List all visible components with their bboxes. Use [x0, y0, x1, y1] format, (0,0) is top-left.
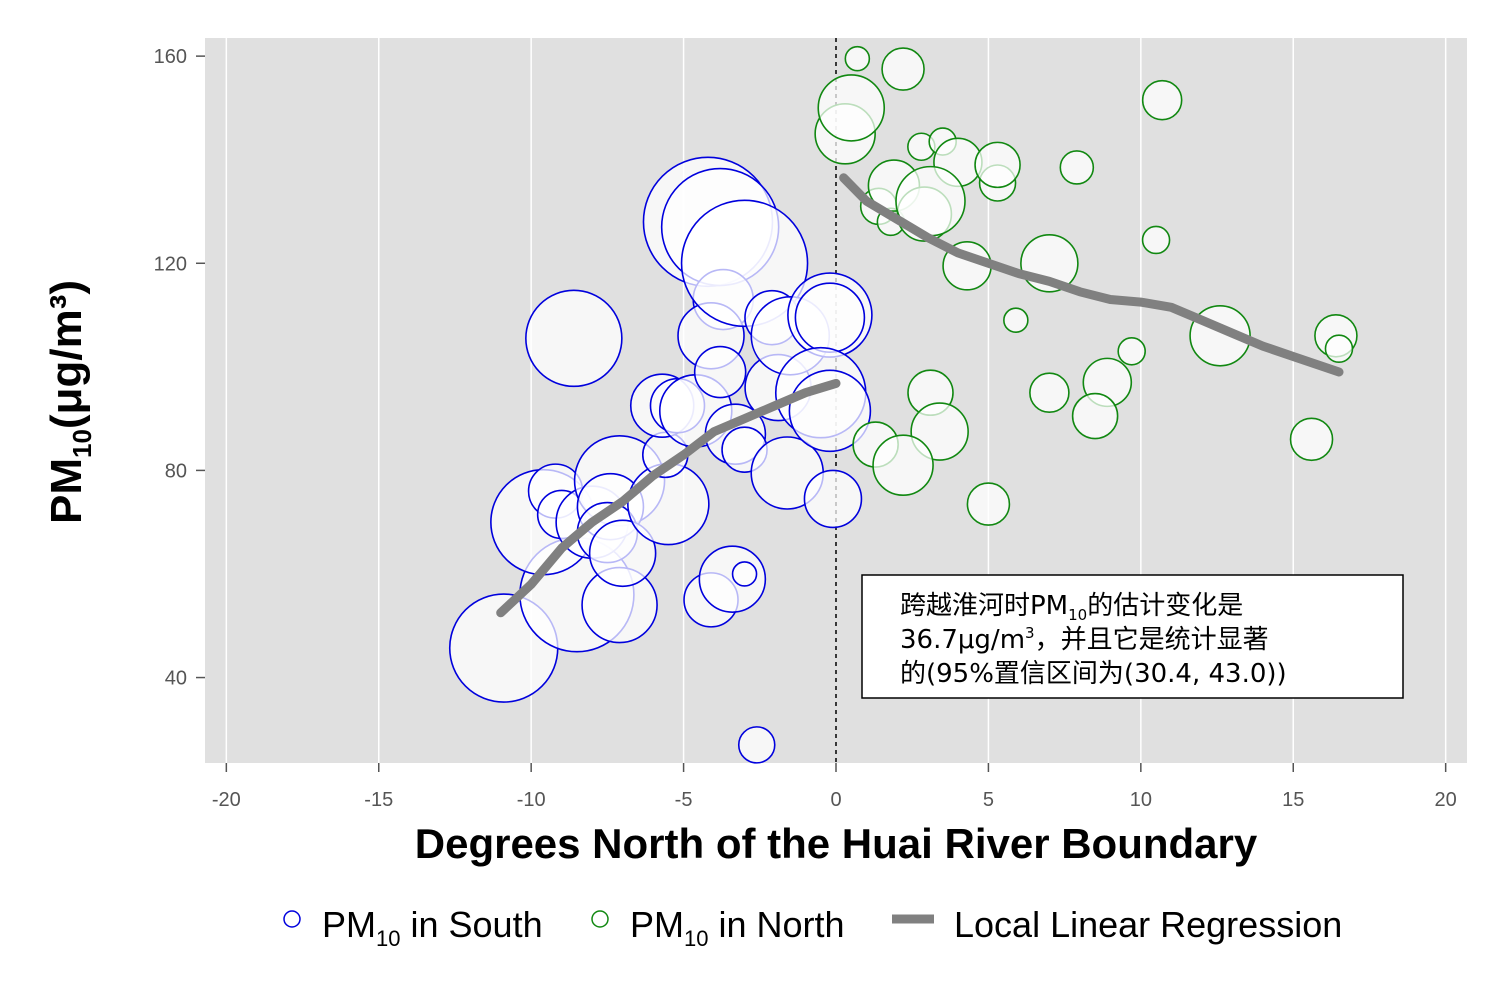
legend-label-sub: 10 [684, 926, 708, 951]
legend-marker-circle [591, 910, 609, 928]
north-point [974, 141, 1021, 189]
north-point [817, 74, 886, 142]
x-tick-label: 5 [983, 789, 994, 811]
north-point [1141, 225, 1171, 255]
legend-label-sub: 10 [376, 926, 400, 951]
legend: PM10 in South PM10 in North Local Linear R… [283, 904, 1342, 951]
north-point [1324, 334, 1354, 364]
y-tick-label: 160 [154, 46, 187, 68]
x-tick-label: -15 [364, 789, 393, 811]
y-tick-label: 80 [165, 460, 187, 482]
south-point [525, 289, 623, 388]
x-tick-label: -10 [517, 789, 546, 811]
legend-label: PM10 in South [322, 904, 543, 951]
x-axis-title: Degrees North of the Huai River Boundary [415, 820, 1258, 867]
legend-label-main: Local Linear Regression [954, 904, 1342, 945]
south-point [794, 282, 866, 353]
annotation-text: 的估计变化是 [1087, 591, 1243, 621]
axis-ticks: -20 -15 -10 -5 0 5 10 15 20 40 80 120 160 [154, 46, 1457, 811]
south-point [731, 561, 758, 587]
north-point [1059, 150, 1095, 185]
regression-line [496, 378, 841, 618]
legend-label: Local Linear Regression [954, 904, 1342, 945]
south-point [803, 469, 863, 529]
north-point [1029, 372, 1070, 414]
annotation-text: 跨越淮河时PM [900, 591, 1068, 621]
annotation-line-1: 跨越淮河时PM10的估计变化是 [900, 591, 1243, 624]
legend-label-main: PM [322, 904, 376, 945]
y-tick-label: 120 [154, 253, 187, 275]
y-axis-title-main: PM [42, 458, 91, 524]
legend-label-rest: in South [400, 904, 542, 945]
y-axis-title: PM10(μg/m³) [42, 280, 97, 524]
annotation-text: 36.7μg/m [900, 625, 1025, 655]
y-axis-title-sub: 10 [67, 429, 97, 458]
legend-label-rest: in North [708, 904, 844, 945]
regression-line [839, 173, 1344, 377]
annotation-subscript: 10 [1068, 606, 1087, 624]
north-point [1071, 392, 1119, 440]
annotation-text: ，并且它是统计显著 [1035, 625, 1269, 655]
x-tick-label: 15 [1282, 789, 1304, 811]
legend-label: PM10 in North [630, 904, 845, 951]
north-point [1003, 307, 1029, 334]
x-tick-label: -20 [212, 789, 241, 811]
x-tick-label: 10 [1130, 789, 1152, 811]
annotation-text: 的(95%置信区间为(30.4, 43.0)) [900, 659, 1287, 689]
legend-label-main: PM [630, 904, 684, 945]
legend-marker-circle [283, 910, 301, 928]
annotation-box: 跨越淮河时PM10的估计变化是 36.7μg/m3，并且它是统计显著 的(95%… [861, 574, 1404, 699]
south-point [693, 345, 747, 399]
x-tick-label: -5 [675, 789, 693, 811]
annotation-line-3: 的(95%置信区间为(30.4, 43.0)) [900, 659, 1287, 689]
north-point [966, 482, 1011, 526]
annotation-frame [861, 574, 1404, 699]
annotation-line-2: 36.7μg/m3，并且它是统计显著 [900, 624, 1269, 655]
north-point [881, 47, 925, 91]
north-point [1141, 79, 1183, 121]
north-point [1117, 337, 1146, 366]
north-point [872, 434, 934, 497]
south-point [737, 726, 776, 764]
regression-lines [496, 173, 1344, 618]
south-point [588, 519, 657, 588]
north-point [1289, 417, 1334, 462]
annotation-superscript: 3 [1025, 624, 1035, 642]
x-tick-label: 0 [830, 789, 841, 811]
y-tick-label: 40 [165, 668, 187, 690]
north-point [844, 45, 871, 72]
y-axis-title-unit: (μg/m³) [42, 280, 91, 429]
x-tick-label: 20 [1435, 789, 1457, 811]
